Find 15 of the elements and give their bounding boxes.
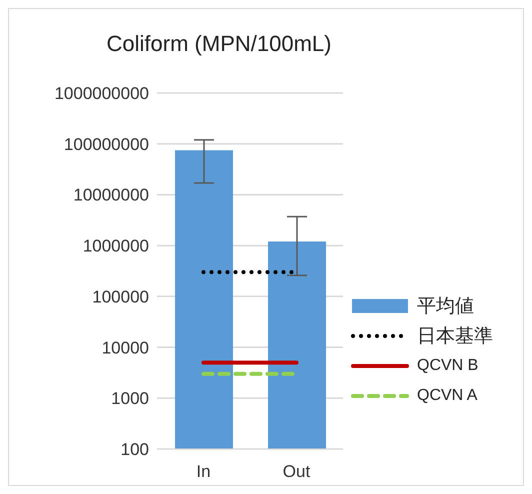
y-tick-label: 100000 (92, 287, 149, 306)
legend-label: QCVN B (417, 357, 478, 375)
y-tick-label: 1000000000 (54, 84, 149, 104)
x-tick-label: In (196, 462, 211, 482)
y-tick-label: 10000000 (73, 186, 149, 205)
chart-title: Coliform (MPN/100mL) (106, 30, 332, 58)
y-tick-label: 1000000 (82, 236, 149, 256)
y-tick-label: 10000 (102, 338, 149, 358)
legend-label: 平均値 (417, 295, 474, 319)
legend-label: 日本基準 (417, 325, 493, 349)
y-tick-label: 100 (120, 440, 149, 460)
legend-label: QCVN A (417, 387, 478, 405)
y-tick-label: 1000 (111, 389, 149, 408)
x-tick-label: Out (282, 462, 310, 482)
y-tick-label: 100000000 (64, 134, 149, 154)
